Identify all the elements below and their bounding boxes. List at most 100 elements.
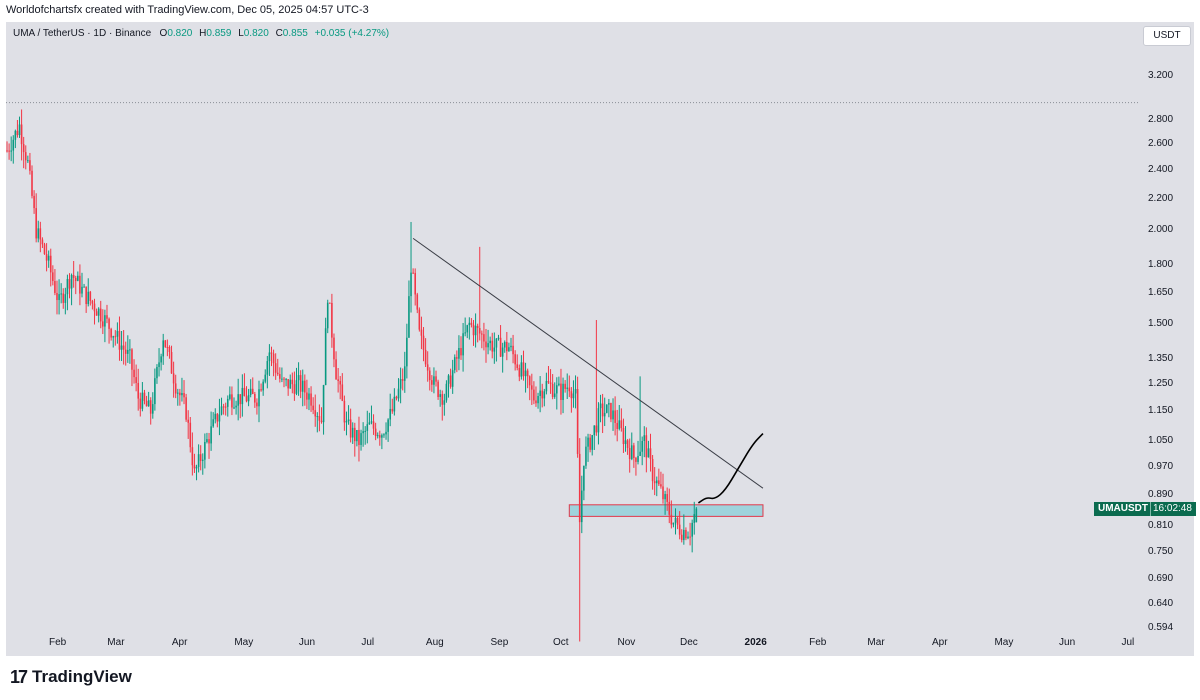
candle-body: [254, 393, 256, 403]
candle-body: [356, 429, 358, 442]
candle-body: [518, 367, 521, 377]
candle-body: [533, 389, 535, 401]
candle-body: [547, 381, 550, 383]
candle-body: [143, 392, 146, 402]
candle-body: [593, 425, 596, 436]
candle-body: [216, 413, 219, 422]
candle-body: [666, 494, 668, 502]
time-tick-label: Nov: [617, 637, 636, 648]
candle-body: [343, 400, 346, 423]
candle-body: [151, 404, 154, 414]
candle-body: [614, 410, 616, 423]
price-tick-label: 0.890: [1148, 489, 1174, 501]
time-tick-label: 2026: [744, 637, 767, 648]
candle-body: [399, 379, 402, 389]
candle-body: [116, 330, 119, 337]
price-tick-label: 3.200: [1148, 70, 1174, 81]
time-tick-label: Mar: [867, 637, 885, 648]
candle-body: [270, 352, 273, 354]
candle-body: [245, 396, 248, 402]
candle-body: [77, 275, 79, 281]
candle-body: [524, 370, 527, 377]
candle-body: [87, 291, 90, 305]
candle-body: [653, 481, 656, 484]
candle-body: [605, 404, 608, 413]
candle-body: [466, 325, 469, 333]
candle-body: [247, 394, 250, 402]
candle-body: [639, 451, 641, 456]
candle-body: [364, 430, 367, 432]
time-tick-label: Feb: [49, 637, 67, 648]
candle-body: [160, 356, 162, 363]
candle-body: [424, 349, 427, 365]
candle-body: [381, 435, 383, 438]
close-label: C: [275, 28, 283, 39]
time-tick-label: Jul: [1121, 637, 1135, 648]
candle-body: [655, 480, 658, 484]
candle-body: [49, 255, 52, 273]
candle-body: [470, 322, 473, 325]
candle-body: [576, 389, 579, 454]
candle-body: [385, 431, 387, 435]
candle-body: [258, 389, 260, 407]
candle-body: [660, 484, 662, 487]
price-tick-label: 2.000: [1148, 224, 1174, 236]
candle-body: [360, 433, 362, 445]
candle-body: [229, 394, 231, 399]
candle-body: [54, 281, 56, 293]
candle-body: [447, 375, 450, 384]
candle-body: [256, 402, 258, 407]
candle-body: [599, 403, 602, 409]
candle-body: [243, 387, 246, 397]
candle-body: [612, 410, 614, 420]
candle-body: [158, 362, 160, 368]
candle-body: [129, 349, 131, 351]
candle-body: [678, 524, 681, 535]
candle-body: [174, 383, 177, 394]
candle-body: [264, 374, 267, 382]
candle-body: [195, 466, 198, 469]
candle-body: [16, 130, 19, 136]
candle-body: [462, 333, 464, 356]
candle-body: [453, 357, 456, 371]
price-tick-label: 2.400: [1148, 164, 1174, 176]
candle-body: [672, 522, 675, 525]
candle-body: [458, 347, 460, 359]
candle-body: [335, 359, 337, 380]
price-tick-label: 1.150: [1148, 405, 1174, 417]
chart-pane[interactable]: [6, 22, 1194, 656]
high-label: H: [199, 28, 207, 39]
candle-body: [12, 139, 15, 151]
candle-body: [389, 408, 392, 420]
price-tick-label: 1.650: [1148, 287, 1174, 299]
candle-body: [616, 422, 618, 429]
candle-body: [139, 398, 142, 409]
candle-body: [514, 354, 516, 365]
candle-body: [29, 160, 31, 171]
candle-body: [368, 422, 371, 425]
candle-body: [83, 286, 85, 288]
candle-body: [412, 272, 414, 274]
candle-body: [118, 330, 121, 350]
candle-body: [197, 454, 200, 467]
candle-body: [281, 378, 283, 380]
candle-body: [37, 228, 40, 239]
time-tick-label: Oct: [552, 637, 569, 648]
tradingview-logo[interactable]: 17 TradingView: [10, 666, 132, 688]
candle-body: [537, 396, 539, 404]
candle-body: [445, 383, 448, 401]
candle-body: [433, 376, 435, 385]
candle-body: [104, 315, 106, 327]
candle-body: [112, 336, 115, 338]
candle-body: [553, 393, 556, 397]
candle-body: [349, 419, 352, 438]
low-label: L: [238, 28, 244, 39]
candle-body: [299, 375, 302, 392]
symbol-info-bar: UMA / TetherUS · 1D · Binance O0.820 H0.…: [13, 28, 393, 39]
symbol-name[interactable]: UMA / TetherUS · 1D · Binance: [13, 28, 152, 39]
currency-selector[interactable]: USDT: [1143, 26, 1191, 46]
candle-body: [406, 337, 408, 367]
candle-body: [474, 325, 477, 336]
candle-body: [572, 393, 575, 399]
